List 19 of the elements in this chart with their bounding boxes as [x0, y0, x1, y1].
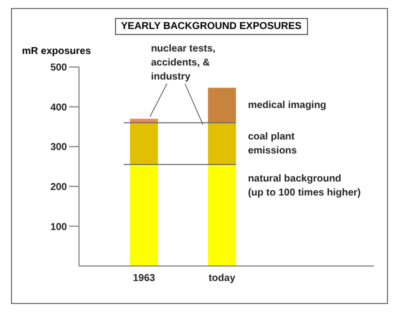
- bar: [130, 164, 158, 266]
- series-label: coal plant emissions: [248, 131, 298, 156]
- bar: [208, 122, 236, 165]
- text: (up to 100 times higher): [248, 186, 361, 198]
- bar: [130, 122, 158, 165]
- y-tick-label: 300: [50, 142, 68, 154]
- y-tick-label: 500: [50, 62, 68, 74]
- bar: [208, 164, 236, 266]
- bar: [208, 88, 236, 123]
- chart-title: YEARLY BACKGROUND EXPOSURES: [115, 18, 308, 35]
- x-tick-label: 1963: [132, 273, 156, 284]
- y-tick-label: 200: [50, 182, 68, 193]
- y-axis-title: mR exposures: [22, 46, 91, 57]
- series-label: medical imaging: [248, 100, 326, 111]
- text: nuclear tests, accidents, & industry: [150, 43, 216, 82]
- y-tick-label: 400: [50, 102, 68, 114]
- series-label: natural background: [248, 172, 342, 184]
- y-tick-label: 100: [50, 222, 68, 233]
- x-tick-label: today: [208, 273, 236, 284]
